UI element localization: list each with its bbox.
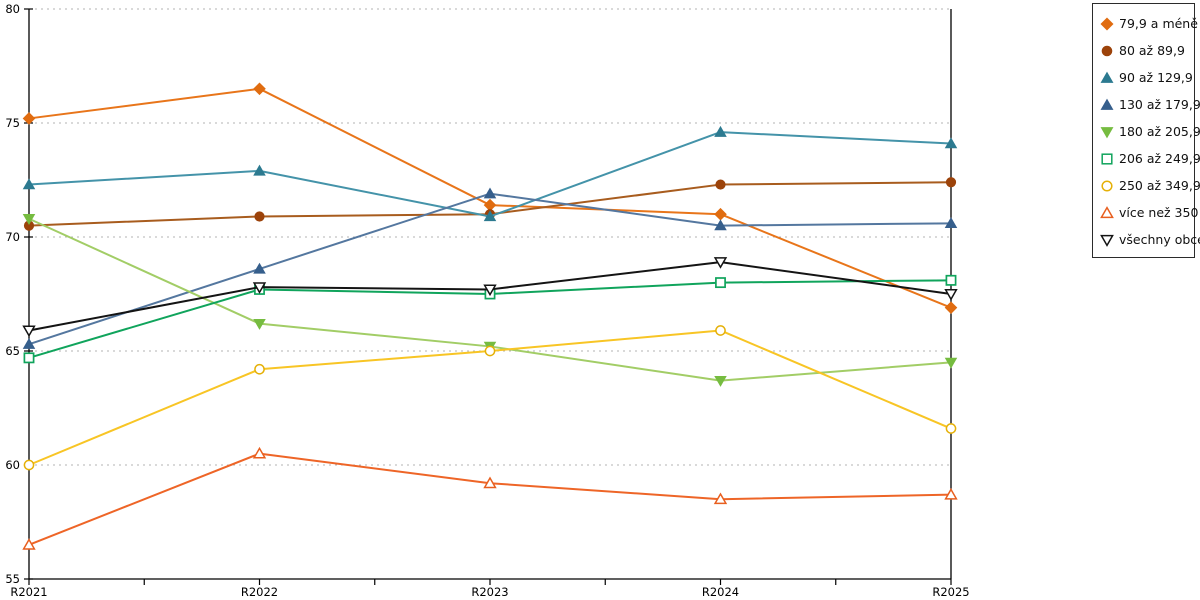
legend-glyph <box>1101 152 1113 165</box>
legend-item-1: 79,9 a méně <box>1093 10 1198 37</box>
legend-item-3: 90 až 129,9 <box>1093 64 1194 91</box>
data-point-circle <box>254 211 265 222</box>
legend-item-9: všechny obce <box>1093 226 1200 253</box>
data-point-diamond <box>714 207 727 221</box>
data-point-triangle-up <box>483 187 497 199</box>
y-tick-label: 80 <box>5 2 20 16</box>
data-point-diamond <box>944 301 958 314</box>
legend-glyph <box>1100 205 1114 218</box>
triangle-up-marker-icon <box>1100 98 1114 110</box>
data-point-triangle-up <box>483 210 497 222</box>
y-tick-label: 65 <box>5 344 20 358</box>
data-point-triangle-up <box>714 219 727 231</box>
data-point-square <box>945 274 957 286</box>
data-point-triangle-down <box>252 282 267 294</box>
triangle-down-marker-icon <box>1100 234 1114 247</box>
data-point-square <box>715 277 726 289</box>
triangle-down-marker-icon <box>1100 126 1114 138</box>
data-point-triangle-down <box>253 318 266 330</box>
legend-label: 79,9 a méně <box>1119 16 1198 31</box>
data-point-triangle-down <box>944 357 958 369</box>
legend-label: 90 až 129,9 <box>1119 70 1193 85</box>
triangle-up-marker-icon <box>1100 205 1114 218</box>
y-tick-label: 60 <box>5 458 20 472</box>
legend-label: 80 až 89,9 <box>1119 43 1185 58</box>
data-point-triangle-down <box>944 289 958 301</box>
legend-item-7: 250 až 349,9 <box>1093 172 1200 199</box>
data-point-circle <box>254 363 265 375</box>
data-point-triangle-up <box>22 337 36 349</box>
y-tick-label: 70 <box>5 230 20 244</box>
data-point-diamond <box>22 112 36 125</box>
data-point-triangle-up <box>253 164 266 176</box>
x-tick-label: R2024 <box>702 585 739 599</box>
diamond-marker-icon <box>1100 16 1114 31</box>
legend-item-4: 130 až 179,9 <box>1093 91 1200 118</box>
data-point-circle <box>484 345 496 357</box>
x-tick-label: R2025 <box>932 585 969 599</box>
legend-label: více než 350 <box>1119 205 1199 220</box>
y-tick-label: 55 <box>5 572 20 586</box>
legend-item-5: 180 až 205,9 <box>1093 118 1200 145</box>
y-tick-label: 75 <box>5 116 20 130</box>
data-point-triangle-up <box>252 446 267 459</box>
series-line-8 <box>28 452 952 546</box>
data-point-square <box>23 352 35 364</box>
data-point-triangle-up <box>22 538 36 550</box>
legend-label: 130 až 179,9 <box>1119 97 1200 112</box>
legend-item-8: více než 350 <box>1093 199 1198 226</box>
legend-label: 206 až 249,9 <box>1119 151 1200 166</box>
data-point-diamond <box>483 198 497 212</box>
data-point-triangle-up <box>483 476 497 489</box>
legend-glyph <box>1100 98 1114 110</box>
data-point-triangle-down <box>483 284 497 297</box>
legend-label: 180 až 205,9 <box>1119 124 1200 139</box>
legend-glyph <box>1100 71 1114 83</box>
data-point-circle <box>945 177 957 188</box>
x-tick-label: R2023 <box>471 585 508 599</box>
legend-label: všechny obce <box>1119 232 1200 247</box>
data-point-diamond <box>253 82 266 96</box>
data-point-circle <box>715 325 726 336</box>
legend-glyph <box>1101 45 1113 56</box>
triangle-up-marker-icon <box>1100 71 1114 83</box>
x-tick-label: R2021 <box>10 585 47 599</box>
legend-label: 250 až 349,9 <box>1119 178 1200 193</box>
square-marker-icon <box>1101 152 1113 165</box>
data-point-triangle-up <box>253 262 266 274</box>
data-point-triangle-down <box>22 214 36 225</box>
data-point-triangle-up <box>944 217 958 229</box>
circle-marker-icon <box>1101 45 1113 56</box>
legend-glyph <box>1100 126 1114 138</box>
x-tick-label: R2022 <box>241 585 278 599</box>
legend-item-6: 206 až 249,9 <box>1093 145 1200 172</box>
data-point-triangle-down <box>22 325 36 338</box>
data-point-triangle-up <box>714 125 727 137</box>
data-point-circle <box>715 179 726 190</box>
legend-glyph <box>1100 234 1114 247</box>
data-point-triangle-down <box>713 257 728 269</box>
data-point-triangle-up <box>944 487 958 500</box>
data-point-triangle-up <box>713 492 728 505</box>
legend-glyph <box>1101 179 1113 192</box>
data-point-triangle-up <box>944 137 958 149</box>
legend-item-2: 80 až 89,9 <box>1093 37 1194 64</box>
data-point-triangle-up <box>22 178 36 190</box>
circle-marker-icon <box>1101 179 1113 192</box>
legend-glyph <box>1100 16 1114 31</box>
data-point-circle <box>945 423 957 434</box>
data-point-circle <box>23 459 35 471</box>
legend: 79,9 a méně 80 až 89,9 90 až 129,9 130 až 1… <box>1092 3 1200 258</box>
data-point-triangle-down <box>714 375 727 387</box>
